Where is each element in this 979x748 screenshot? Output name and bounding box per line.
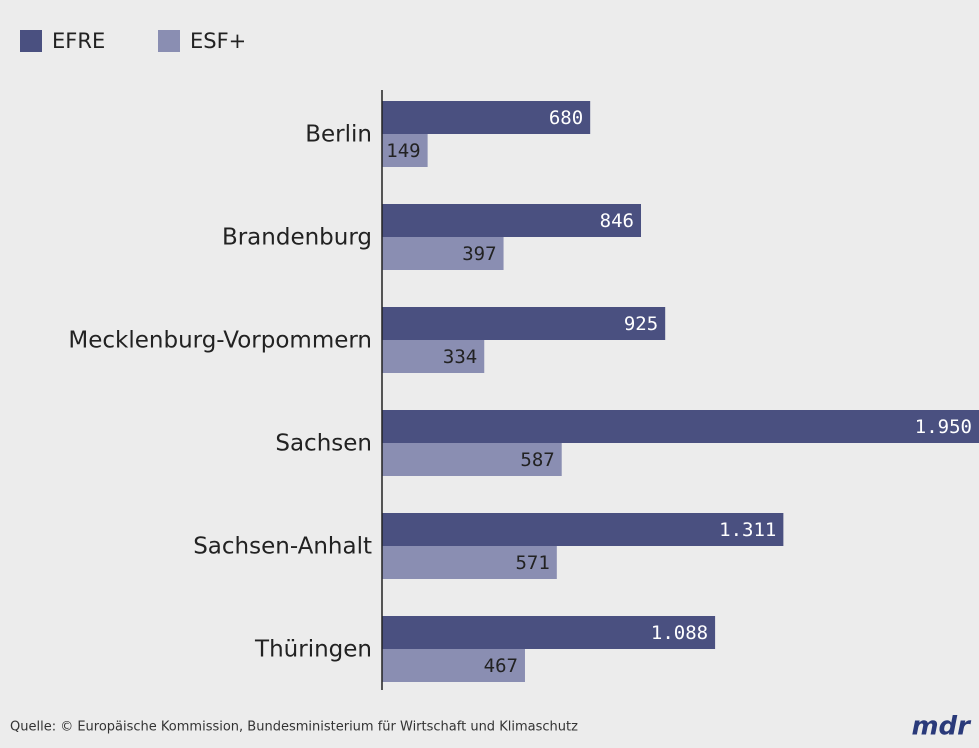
source: Quelle: © Europäische Kommission, Bundes… xyxy=(10,720,578,735)
bar xyxy=(382,546,557,579)
value-label: 334 xyxy=(443,346,477,368)
bar xyxy=(382,443,562,476)
bar xyxy=(382,307,666,340)
bar xyxy=(382,616,716,649)
value-label: 1.950 xyxy=(915,416,972,438)
bar xyxy=(382,649,525,682)
value-label: 846 xyxy=(600,210,634,232)
value-label: 397 xyxy=(462,243,496,265)
legend-label: EFRE xyxy=(52,29,105,53)
legend-swatch xyxy=(158,30,180,52)
bar xyxy=(382,101,591,134)
category-label: Mecklenburg-Vorpommern xyxy=(68,328,372,354)
bar xyxy=(382,410,979,443)
value-label: 467 xyxy=(484,655,518,677)
category-label: Sachsen-Anhalt xyxy=(193,534,372,560)
legend-label: ESF+ xyxy=(190,29,246,53)
bar xyxy=(382,134,428,167)
value-label: 587 xyxy=(520,449,554,471)
value-label: 571 xyxy=(515,552,549,574)
legend-swatch xyxy=(20,30,42,52)
bar xyxy=(382,204,642,237)
bar xyxy=(382,237,504,270)
value-label: 1.311 xyxy=(719,519,776,541)
category-label: Sachsen xyxy=(275,431,372,457)
logo: mdr xyxy=(911,712,972,742)
value-label: 925 xyxy=(624,313,658,335)
category-label: Brandenburg xyxy=(222,225,372,251)
category-label: Thüringen xyxy=(254,637,372,663)
bar xyxy=(382,513,784,546)
value-label: 1.088 xyxy=(651,622,708,644)
bar xyxy=(382,340,485,373)
value-label: 149 xyxy=(386,140,420,162)
value-label: 680 xyxy=(549,107,583,129)
category-label: Berlin xyxy=(305,122,372,148)
